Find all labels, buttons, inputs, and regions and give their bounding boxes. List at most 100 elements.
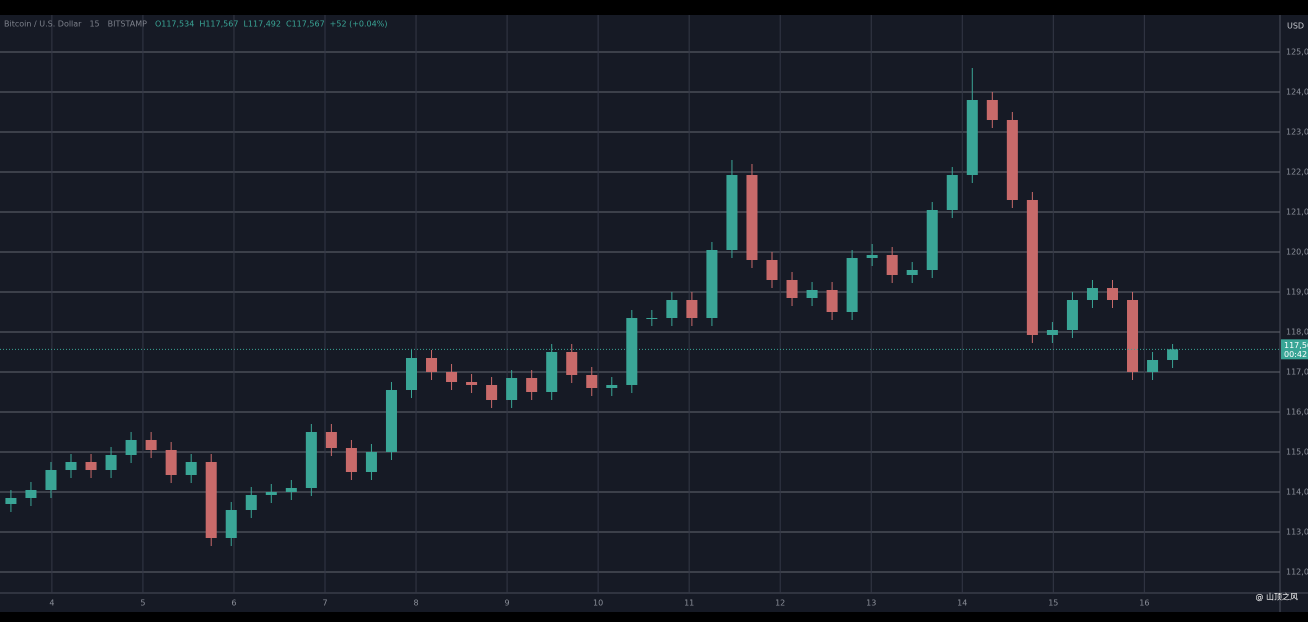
candle-body	[766, 260, 778, 280]
candle-body	[526, 378, 538, 392]
candle-body	[205, 462, 217, 538]
candle-body	[686, 300, 698, 318]
candle-body	[1106, 288, 1118, 300]
currency: USD	[1287, 22, 1304, 31]
candle-body	[25, 490, 37, 498]
x-tick-label: 16	[1139, 599, 1149, 608]
y-tick-label: 124,000	[1286, 88, 1308, 97]
candle-body	[566, 352, 578, 375]
header-ohlc: C117,567	[286, 20, 325, 29]
x-tick-label: 12	[775, 599, 785, 608]
candle-body	[45, 470, 57, 490]
price-tag-label: 117,567	[1284, 341, 1308, 350]
candle-body	[726, 175, 738, 250]
y-tick-label: 114,000	[1286, 488, 1308, 497]
candle-body	[966, 100, 978, 175]
x-tick-label: 10	[593, 599, 603, 608]
candle-body	[586, 375, 598, 388]
candle-body	[165, 450, 177, 475]
candle-body	[626, 318, 638, 385]
candle-body	[125, 440, 137, 455]
candle-body	[1026, 200, 1038, 335]
candle-body	[65, 462, 77, 470]
candle-body	[185, 462, 197, 475]
y-tick-label: 119,000	[1286, 288, 1308, 297]
candle-body	[786, 280, 798, 298]
candle-body	[265, 492, 277, 495]
candle-body	[546, 352, 558, 392]
y-tick-label: 122,000	[1286, 168, 1308, 177]
candle-body	[666, 300, 678, 318]
candle-body	[245, 495, 257, 510]
candle-body	[85, 462, 97, 470]
header-ohlc: H117,567	[199, 20, 238, 29]
plot-area	[0, 15, 1280, 593]
candle-body	[446, 372, 458, 382]
grid	[0, 15, 1280, 593]
y-tick-label: 112,000	[1286, 568, 1308, 577]
candle-body	[506, 378, 518, 400]
y-tick-label: 125,000	[1286, 48, 1308, 57]
candle-body	[906, 270, 918, 275]
y-tick-label: 118,000	[1286, 328, 1308, 337]
watermark: @ 山顶之风	[1255, 592, 1298, 602]
candle-body	[305, 432, 317, 488]
time-axis	[0, 593, 1280, 612]
candle-body	[706, 250, 718, 318]
candle-body	[946, 175, 958, 210]
candle-body	[986, 100, 998, 120]
countdown: 00:42	[1284, 350, 1307, 359]
candle-body	[105, 455, 117, 470]
x-tick-label: 5	[140, 599, 145, 608]
labels: 112,000 113,000 114,000 115,000 116,000 117,0…	[4, 20, 1308, 608]
header-exchange: BITSTAMP	[108, 20, 147, 29]
y-tick-label: 115,000	[1286, 448, 1308, 457]
candle-body	[866, 255, 878, 258]
header-interval: 15	[89, 20, 99, 29]
candle-body	[486, 385, 498, 400]
candle-body	[886, 255, 898, 275]
x-tick-label: 9	[505, 599, 510, 608]
price-axis	[1280, 15, 1308, 612]
candle-body	[646, 318, 658, 319]
candle-body	[746, 175, 758, 260]
candle-body	[5, 498, 17, 504]
x-tick-label: 15	[1048, 599, 1058, 608]
y-tick-label: 120,000	[1286, 248, 1308, 257]
candle-body	[405, 358, 418, 390]
candle-body	[225, 510, 237, 538]
candles	[0, 68, 1280, 546]
y-tick-label: 113,000	[1286, 528, 1308, 537]
candle-body	[1147, 360, 1159, 372]
candle-body	[145, 440, 157, 450]
candle-body	[846, 258, 858, 312]
y-tick-label: 121,000	[1286, 208, 1308, 217]
candle-body	[606, 385, 618, 388]
y-tick-label: 117,000	[1286, 368, 1308, 377]
x-tick-label: 4	[49, 599, 54, 608]
candle-body	[1006, 120, 1018, 200]
candle-body	[385, 390, 397, 452]
x-tick-label: 11	[684, 599, 694, 608]
candle-body	[365, 452, 377, 472]
candle-body	[426, 358, 438, 372]
x-tick-label: 14	[957, 599, 967, 608]
x-tick-label: 8	[413, 599, 418, 608]
x-tick-label: 7	[322, 599, 327, 608]
candle-body	[1167, 349, 1179, 360]
y-tick-label: 116,000	[1286, 408, 1308, 417]
header-ohlc: O117,534	[155, 20, 194, 29]
x-tick-label: 6	[231, 599, 236, 608]
candle-body	[285, 488, 297, 492]
x-tick-label: 13	[866, 599, 876, 608]
price-tag	[1281, 339, 1308, 360]
candle-body	[325, 432, 337, 448]
candle-body	[1127, 300, 1139, 372]
header-ohlc: +52 (+0.04%)	[330, 20, 388, 29]
candle-body	[1086, 288, 1098, 300]
candle-body	[926, 210, 938, 270]
candle-body	[1046, 330, 1058, 335]
candle-body	[826, 290, 838, 312]
